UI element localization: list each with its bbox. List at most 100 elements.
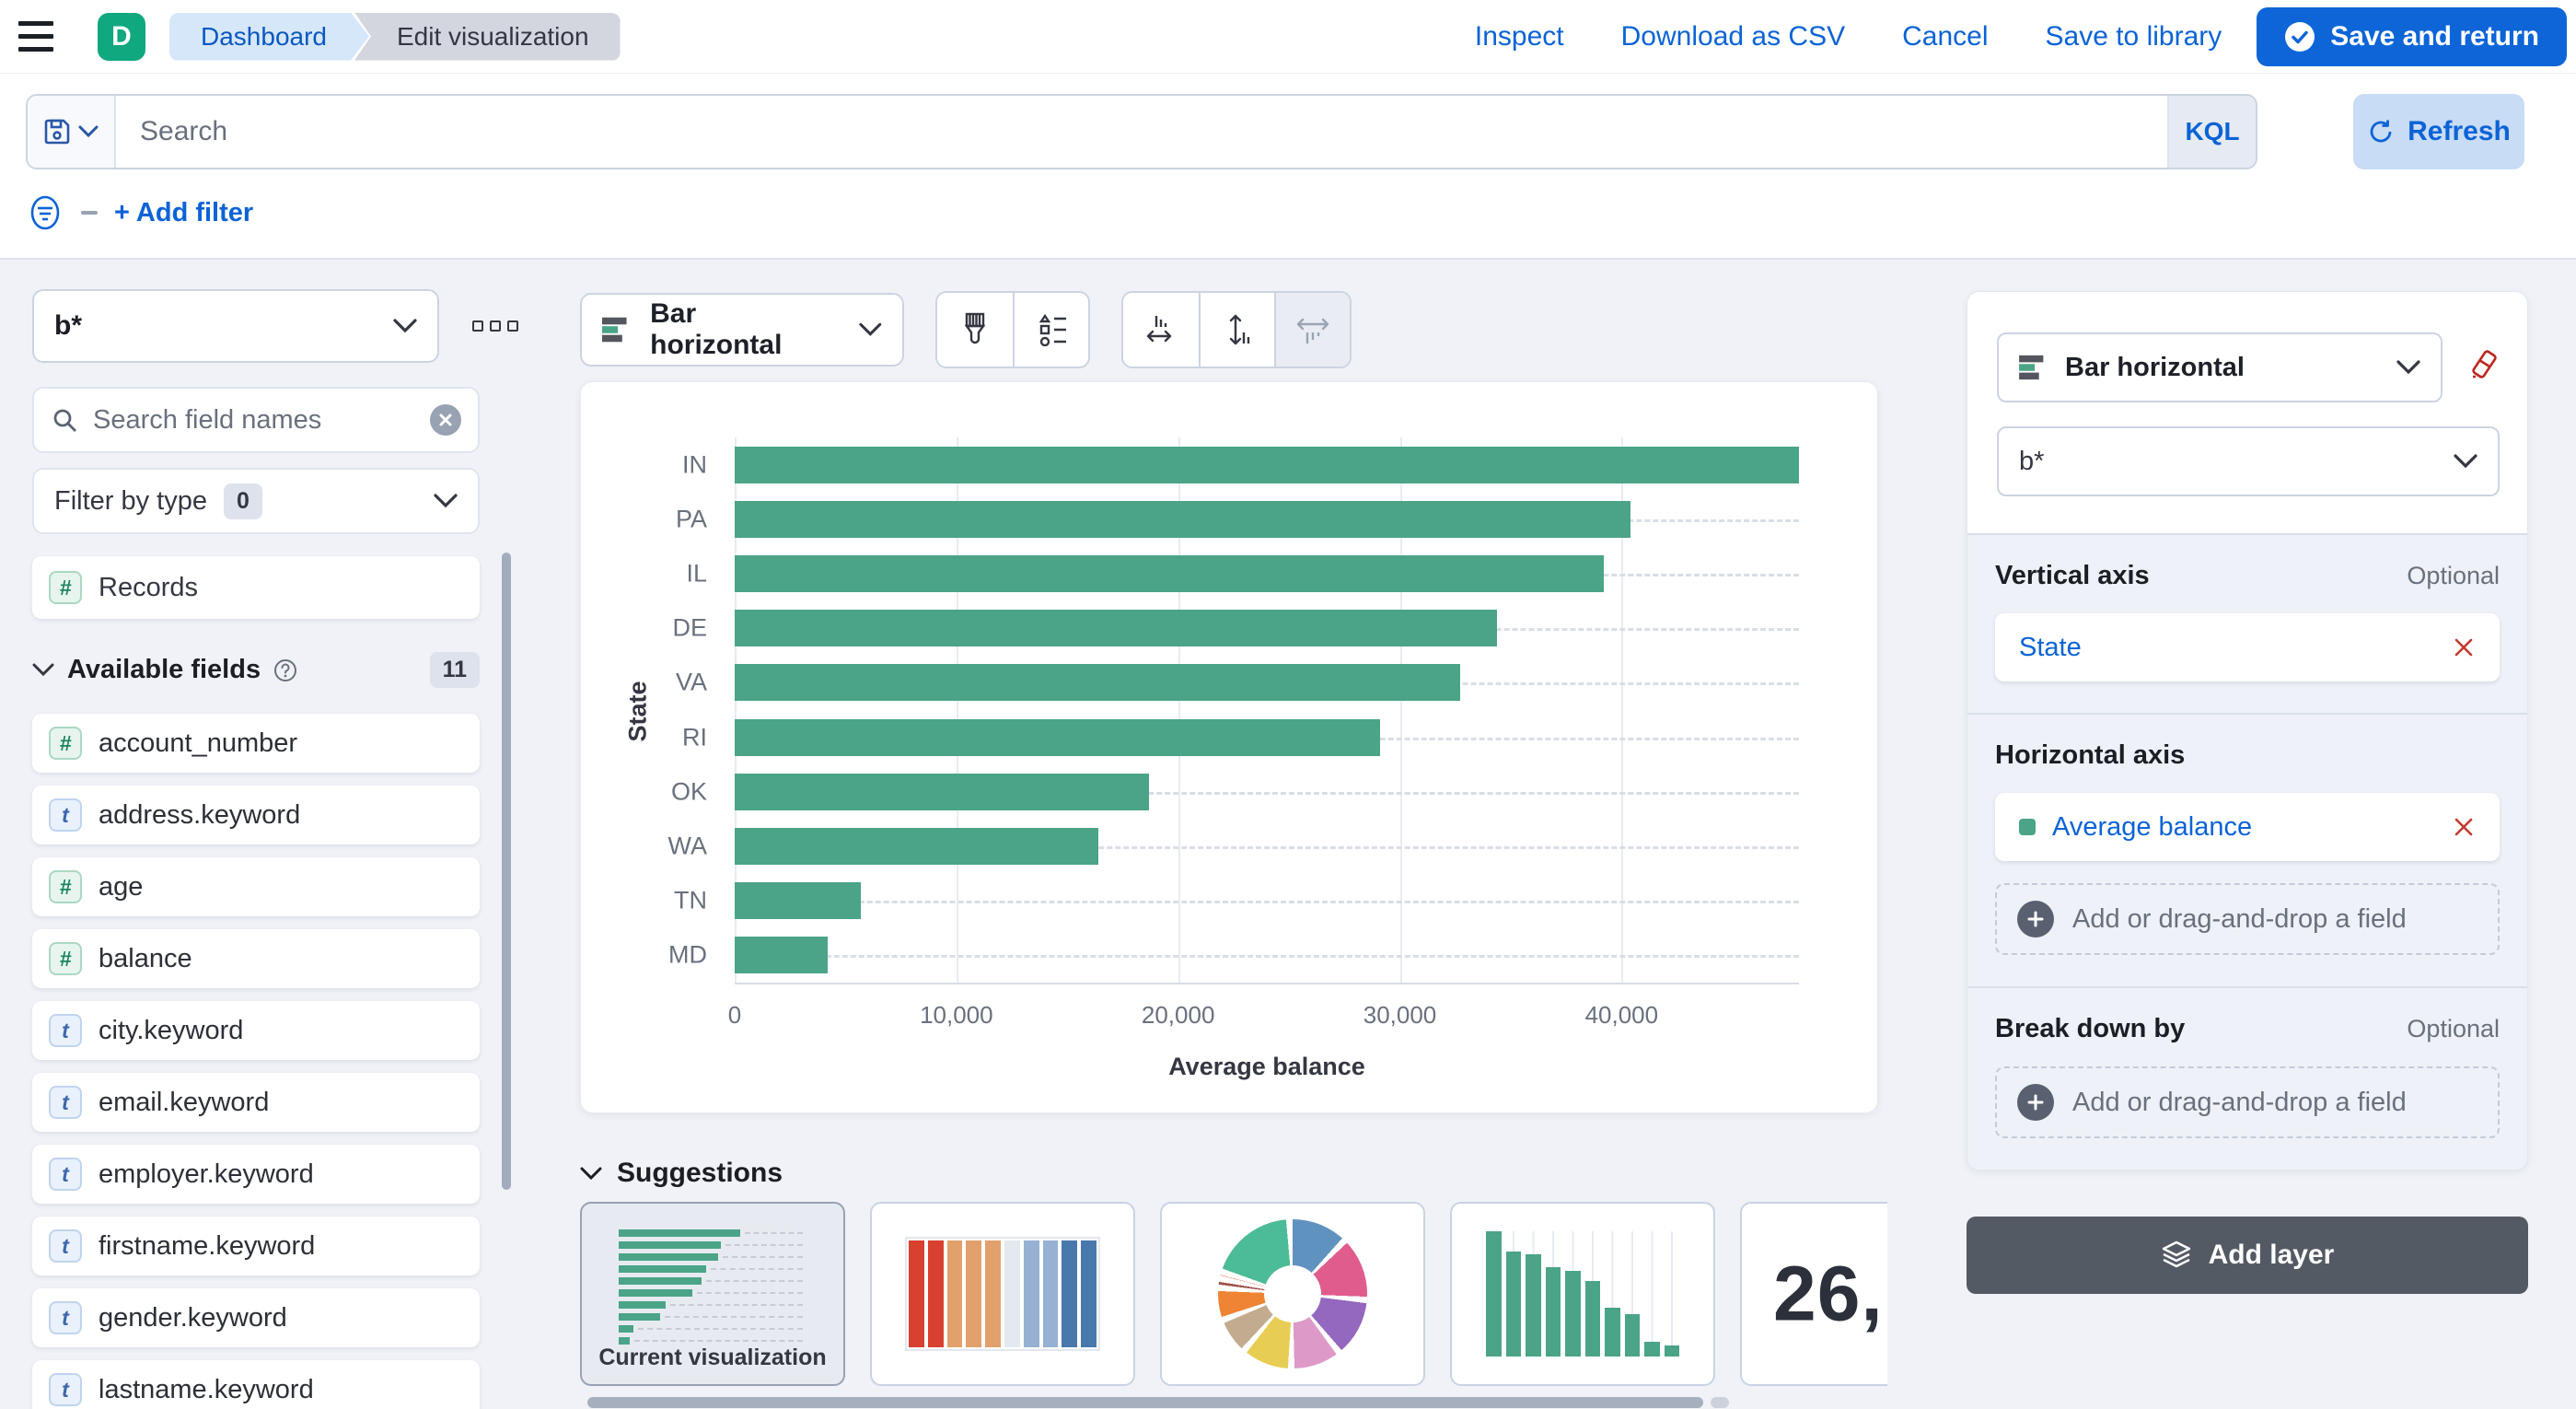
y-tick-label: MD	[668, 940, 707, 969]
bottom-axis-settings-icon[interactable]	[1199, 293, 1274, 367]
field-name: email.keyword	[99, 1087, 270, 1117]
field-item-employer.keyword[interactable]: t employer.keyword	[32, 1145, 480, 1204]
search-input[interactable]: Search KQL	[26, 94, 2257, 169]
header-actions: Inspect Download as CSV Cancel Save to libr…	[1475, 21, 2222, 52]
mini-bar	[619, 1325, 633, 1333]
horizontal-axis-dimension[interactable]: Average balance	[1995, 793, 2500, 861]
left-axis-settings-icon[interactable]	[1123, 293, 1199, 367]
suggestion-mosaic[interactable]	[870, 1202, 1135, 1386]
gridline	[1399, 437, 1402, 983]
mosaic-stripe	[1004, 1240, 1020, 1347]
mini-bar-row	[619, 1253, 803, 1261]
suggestion-bar-vertical[interactable]	[1450, 1202, 1715, 1386]
header-action-download-as-csv[interactable]: Download as CSV	[1620, 20, 1846, 52]
saved-query-menu-button[interactable]	[28, 96, 116, 168]
refresh-button[interactable]: Refresh	[2353, 94, 2524, 169]
records-field[interactable]: # Records	[32, 556, 480, 619]
y-tick-label: DE	[672, 613, 707, 642]
add-filter-button[interactable]: + Add filter	[114, 197, 254, 227]
suggestions-scrollbar[interactable]	[580, 1397, 1878, 1409]
bar-OK	[735, 773, 1150, 810]
field-item-firstname.keyword[interactable]: t firstname.keyword	[32, 1217, 480, 1275]
x-tick-label: 30,000	[1363, 1001, 1437, 1029]
vertical-axis-dimension[interactable]: State	[1995, 613, 2500, 681]
mini-vbar-slot	[1604, 1231, 1621, 1357]
chart-type-select[interactable]: Bar horizontal	[580, 293, 904, 367]
field-name: employer.keyword	[99, 1159, 314, 1189]
header-action-save-to-library[interactable]: Save to library	[2045, 20, 2222, 52]
donut-preview	[1218, 1219, 1367, 1368]
mini-bar	[619, 1241, 722, 1249]
add-field-dropzone[interactable]: Add or drag-and-drop a field	[1995, 1066, 2500, 1138]
available-fields-header[interactable]: Available fields 11	[32, 652, 480, 688]
index-pattern-select[interactable]: b*	[32, 289, 439, 363]
add-layer-button[interactable]: Add layer	[1967, 1217, 2528, 1294]
remove-dimension-icon[interactable]	[2452, 815, 2476, 839]
mini-dash	[710, 1268, 803, 1270]
filter-bar: + Add filter	[0, 169, 2576, 232]
x-tick-label: 10,000	[920, 1001, 993, 1029]
menu-icon[interactable]	[18, 9, 74, 64]
field-item-age[interactable]: # age	[32, 857, 480, 916]
number-field-icon: #	[49, 727, 82, 760]
suggestion-metric[interactable]: 26,	[1740, 1202, 1887, 1386]
clear-search-icon[interactable]	[430, 404, 461, 436]
number-field-icon: #	[49, 942, 82, 975]
field-item-email.keyword[interactable]: t email.keyword	[32, 1073, 480, 1132]
mini-vbar	[1624, 1313, 1640, 1357]
mini-vbar	[1565, 1271, 1581, 1357]
breadcrumb-dashboard[interactable]: Dashboard	[169, 13, 369, 61]
layer-config-panel: Bar horizontal b* Vertical axis Optional	[1943, 260, 2576, 1409]
metric-preview: 26,	[1773, 1250, 1884, 1337]
field-name: account_number	[99, 728, 298, 758]
field-name: balance	[99, 943, 192, 973]
bar-row-RI: RI	[682, 710, 1799, 764]
field-list: # account_number t address.keyword # age # bala…	[32, 714, 480, 1409]
reference-lines-icon-disabled	[1274, 293, 1350, 367]
sidebar-scrollbar[interactable]	[502, 553, 511, 1190]
field-item-account_number[interactable]: # account_number	[32, 714, 480, 773]
number-field-icon: #	[49, 870, 82, 903]
add-field-dropzone[interactable]: Add or drag-and-drop a field	[1995, 883, 2500, 955]
mini-bar	[619, 1289, 693, 1297]
layer-index-pattern-select[interactable]: b*	[1997, 426, 2500, 496]
field-item-gender.keyword[interactable]: t gender.keyword	[32, 1288, 480, 1347]
suggestion-current-visualization[interactable]: Current visualization	[580, 1202, 845, 1386]
remove-dimension-icon[interactable]	[2452, 635, 2476, 659]
mini-bar-row	[619, 1241, 803, 1249]
chevron-down-icon	[434, 494, 458, 508]
mini-vbar-slot	[1564, 1231, 1582, 1357]
field-item-balance[interactable]: # balance	[32, 929, 480, 988]
query-bar: Search KQL Refresh	[0, 74, 2576, 169]
clear-layer-icon[interactable]	[2461, 344, 2501, 384]
text-field-icon: t	[49, 1086, 82, 1119]
bar-rows: IN PA IL DE VA RI OK WA TN MD	[668, 437, 1799, 983]
help-icon	[274, 658, 297, 681]
app-avatar[interactable]: D	[98, 12, 145, 61]
axis-button-group	[1121, 291, 1352, 368]
y-tick-label: IN	[682, 450, 707, 479]
header-action-cancel[interactable]: Cancel	[1902, 20, 1989, 52]
query-language-button[interactable]: KQL	[2167, 96, 2256, 168]
layer-chart-type-select[interactable]: Bar horizontal	[1997, 332, 2443, 402]
header-action-inspect[interactable]: Inspect	[1474, 20, 1564, 52]
field-item-address.keyword[interactable]: t address.keyword	[32, 786, 480, 844]
mosaic-stripe	[946, 1240, 963, 1347]
filter-icon[interactable]	[26, 193, 64, 232]
field-search-input[interactable]: Search field names	[32, 387, 480, 453]
suggestions-header[interactable]: Suggestions	[580, 1158, 1887, 1189]
appearance-brush-icon[interactable]	[937, 293, 1013, 367]
save-and-return-button[interactable]: Save and return	[2257, 6, 2567, 66]
mini-dash	[697, 1292, 803, 1294]
more-options-icon[interactable]	[463, 311, 528, 341]
field-item-lastname.keyword[interactable]: t lastname.keyword	[32, 1360, 480, 1409]
field-item-city.keyword[interactable]: t city.keyword	[32, 1001, 480, 1060]
chevron-down-icon	[32, 663, 54, 677]
filter-by-type-button[interactable]: Filter by type 0	[32, 468, 480, 534]
mini-bar	[619, 1313, 661, 1321]
mini-vbar	[1584, 1280, 1600, 1357]
suggestion-donut[interactable]	[1160, 1202, 1425, 1386]
legend-settings-icon[interactable]	[1013, 293, 1088, 367]
mini-dash	[722, 1256, 803, 1258]
bar-IL	[735, 555, 1605, 592]
